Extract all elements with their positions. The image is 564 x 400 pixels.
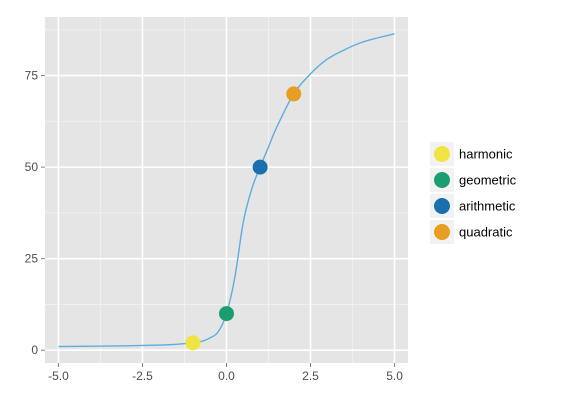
x-tick-label: -2.5: [132, 369, 153, 383]
y-tick-label: 50: [25, 160, 39, 174]
legend-label-arithmetic: arithmetic: [459, 199, 516, 214]
x-tick-label: 0.0: [218, 369, 235, 383]
y-tick-label: 25: [25, 252, 39, 266]
legend: harmonic geometric arithmetic quadratic: [430, 142, 517, 244]
x-tick-label: 5.0: [386, 369, 403, 383]
legend-marker-geometric: [434, 172, 450, 188]
legend-marker-quadratic: [434, 224, 450, 240]
curve-line: [58, 33, 395, 348]
legend-marker-arithmetic: [434, 198, 450, 214]
data-point-quadratic: [286, 86, 302, 102]
legend-label-geometric: geometric: [459, 173, 517, 188]
y-tick-label: 0: [31, 343, 38, 357]
data-point-harmonic: [185, 335, 201, 351]
x-tick-label: -5.0: [48, 369, 69, 383]
legend-label-quadratic: quadratic: [459, 225, 513, 240]
axes: -5.0 -2.5 0.0 2.5 5.0 0 25 50 75: [25, 69, 404, 383]
plot-panel: [45, 17, 408, 363]
data-point-arithmetic: [252, 159, 268, 175]
y-tick-label: 75: [25, 69, 39, 83]
data-point-geometric: [219, 306, 234, 322]
legend-label-harmonic: harmonic: [459, 147, 513, 162]
legend-marker-harmonic: [434, 146, 450, 162]
x-tick-label: 2.5: [302, 369, 319, 383]
